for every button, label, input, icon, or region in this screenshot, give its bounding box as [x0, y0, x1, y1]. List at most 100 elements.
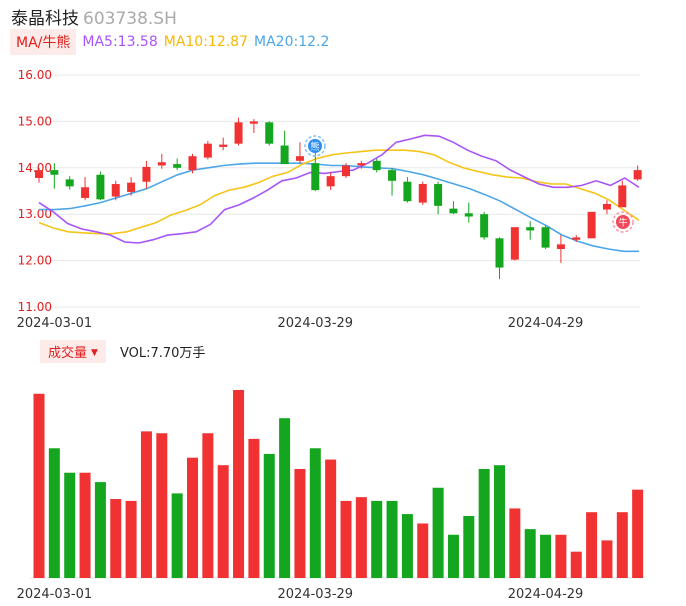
y-tick-label: 14.00: [18, 161, 52, 175]
ma10-legend: MA10:12.87: [163, 34, 249, 50]
volume-bar: [524, 529, 536, 578]
volume-bar: [64, 472, 76, 578]
candle-body: [403, 181, 412, 202]
candle-body: [35, 170, 43, 179]
ma-mode-button[interactable]: MA/牛熊: [10, 29, 77, 55]
candle-body: [127, 182, 136, 192]
candle-body: [372, 160, 381, 171]
y-tick-label: 16.00: [18, 68, 52, 82]
candle-body: [510, 227, 519, 260]
candle-body: [219, 144, 228, 147]
volume-bar: [279, 418, 291, 578]
candle-body: [173, 164, 182, 168]
candle-body: [157, 162, 166, 166]
volume-bar: [494, 465, 505, 578]
candle-body: [618, 185, 627, 208]
volume-bar: [140, 431, 152, 578]
caret-down-icon: ▼: [91, 347, 98, 358]
candle-body: [342, 165, 350, 177]
volume-bar: [325, 459, 337, 578]
ma10-line: [38, 149, 640, 235]
candle-body: [234, 122, 243, 144]
volume-bar: [616, 512, 628, 578]
ma-legend: MA/牛熊 MA5:13.58 MA10:12.87 MA20:12.2: [10, 29, 335, 55]
volume-bar: [432, 487, 444, 578]
candle-body: [541, 227, 550, 248]
volume-bar: [601, 540, 613, 578]
ma20-legend: MA20:12.2: [254, 34, 330, 50]
bear-marker-dot: [308, 139, 322, 153]
candle-body: [65, 179, 74, 187]
volume-value: VOL:7.70万手: [119, 345, 206, 361]
candle-body: [388, 170, 397, 181]
candle-body: [480, 214, 489, 238]
x-tick-label: 2024-04-29: [508, 316, 584, 331]
volume-bar: [263, 453, 275, 578]
x-tick-label: 2024-03-29: [278, 316, 354, 331]
y-tick-label: 13.00: [18, 207, 52, 221]
volume-bar: [570, 551, 582, 578]
bull-marker: 牛: [612, 211, 634, 233]
candle-body: [602, 203, 611, 210]
candle-body: [572, 237, 581, 240]
candle-body: [96, 174, 105, 200]
volume-bar: [156, 433, 168, 578]
y-tick-label: 11.00: [18, 300, 52, 314]
volume-bar: [417, 523, 429, 578]
candle-body: [249, 121, 258, 124]
candle-body: [434, 184, 443, 206]
volume-bar: [463, 515, 475, 578]
x-tick-label: 2024-03-01: [17, 316, 93, 331]
volume-bar: [540, 534, 552, 578]
volume-bar: [509, 508, 521, 578]
volume-bar: [171, 493, 183, 578]
volume-bar: [33, 393, 45, 578]
x-tick-label: 2024-03-01: [17, 587, 93, 602]
candle-body: [280, 145, 289, 165]
bear-marker: 熊: [304, 135, 326, 157]
volume-bar: [340, 500, 352, 578]
volume-bar: [309, 448, 321, 578]
bear-marker-ring: [304, 135, 326, 157]
x-tick-label: 2024-04-29: [508, 587, 584, 602]
volume-bar: [586, 512, 598, 578]
bull-marker-ring: [612, 211, 634, 233]
volume-bar: [555, 534, 567, 578]
stock-title: 泰晶科技 603738.SH: [11, 4, 177, 29]
volume-indicator-dropdown[interactable]: 成交量 ▼: [40, 339, 106, 363]
candle-body: [111, 184, 120, 197]
volume-indicator-label: 成交量: [48, 345, 88, 361]
volume-bar: [248, 438, 260, 578]
volume-bar: [401, 514, 413, 578]
ma20-line: [39, 162, 639, 253]
bull-marker-dot: [616, 215, 630, 229]
volume-bar: [447, 534, 459, 578]
y-tick-label: 15.00: [18, 114, 52, 128]
bull-marker-label: 牛: [618, 217, 627, 229]
candle-body: [50, 170, 59, 175]
volume-bar: [94, 482, 106, 578]
candle-body: [556, 244, 565, 249]
candle-body: [311, 163, 320, 191]
volume-bar: [217, 465, 229, 578]
volume-bar: [233, 390, 245, 578]
volume-bar: [371, 500, 383, 578]
candle-body: [449, 208, 458, 214]
candle-body: [495, 238, 504, 268]
bear-marker-label: 熊: [310, 141, 319, 153]
volume-legend: 成交量 ▼ VOL:7.70万手: [40, 339, 206, 363]
volume-bar: [632, 489, 644, 578]
candle-body: [81, 187, 90, 198]
stock-name: 泰晶科技: [11, 9, 79, 29]
candle-body: [357, 163, 366, 166]
volume-bar: [294, 468, 306, 578]
volume-bar: [187, 457, 198, 578]
candle-body: [464, 213, 473, 217]
volume-bar: [355, 497, 367, 578]
stock-code: 603738.SH: [83, 9, 177, 29]
volume-bar: [202, 433, 214, 578]
candle-body: [633, 170, 642, 180]
x-tick-label: 2024-03-29: [278, 587, 354, 602]
candle-body: [295, 156, 304, 161]
